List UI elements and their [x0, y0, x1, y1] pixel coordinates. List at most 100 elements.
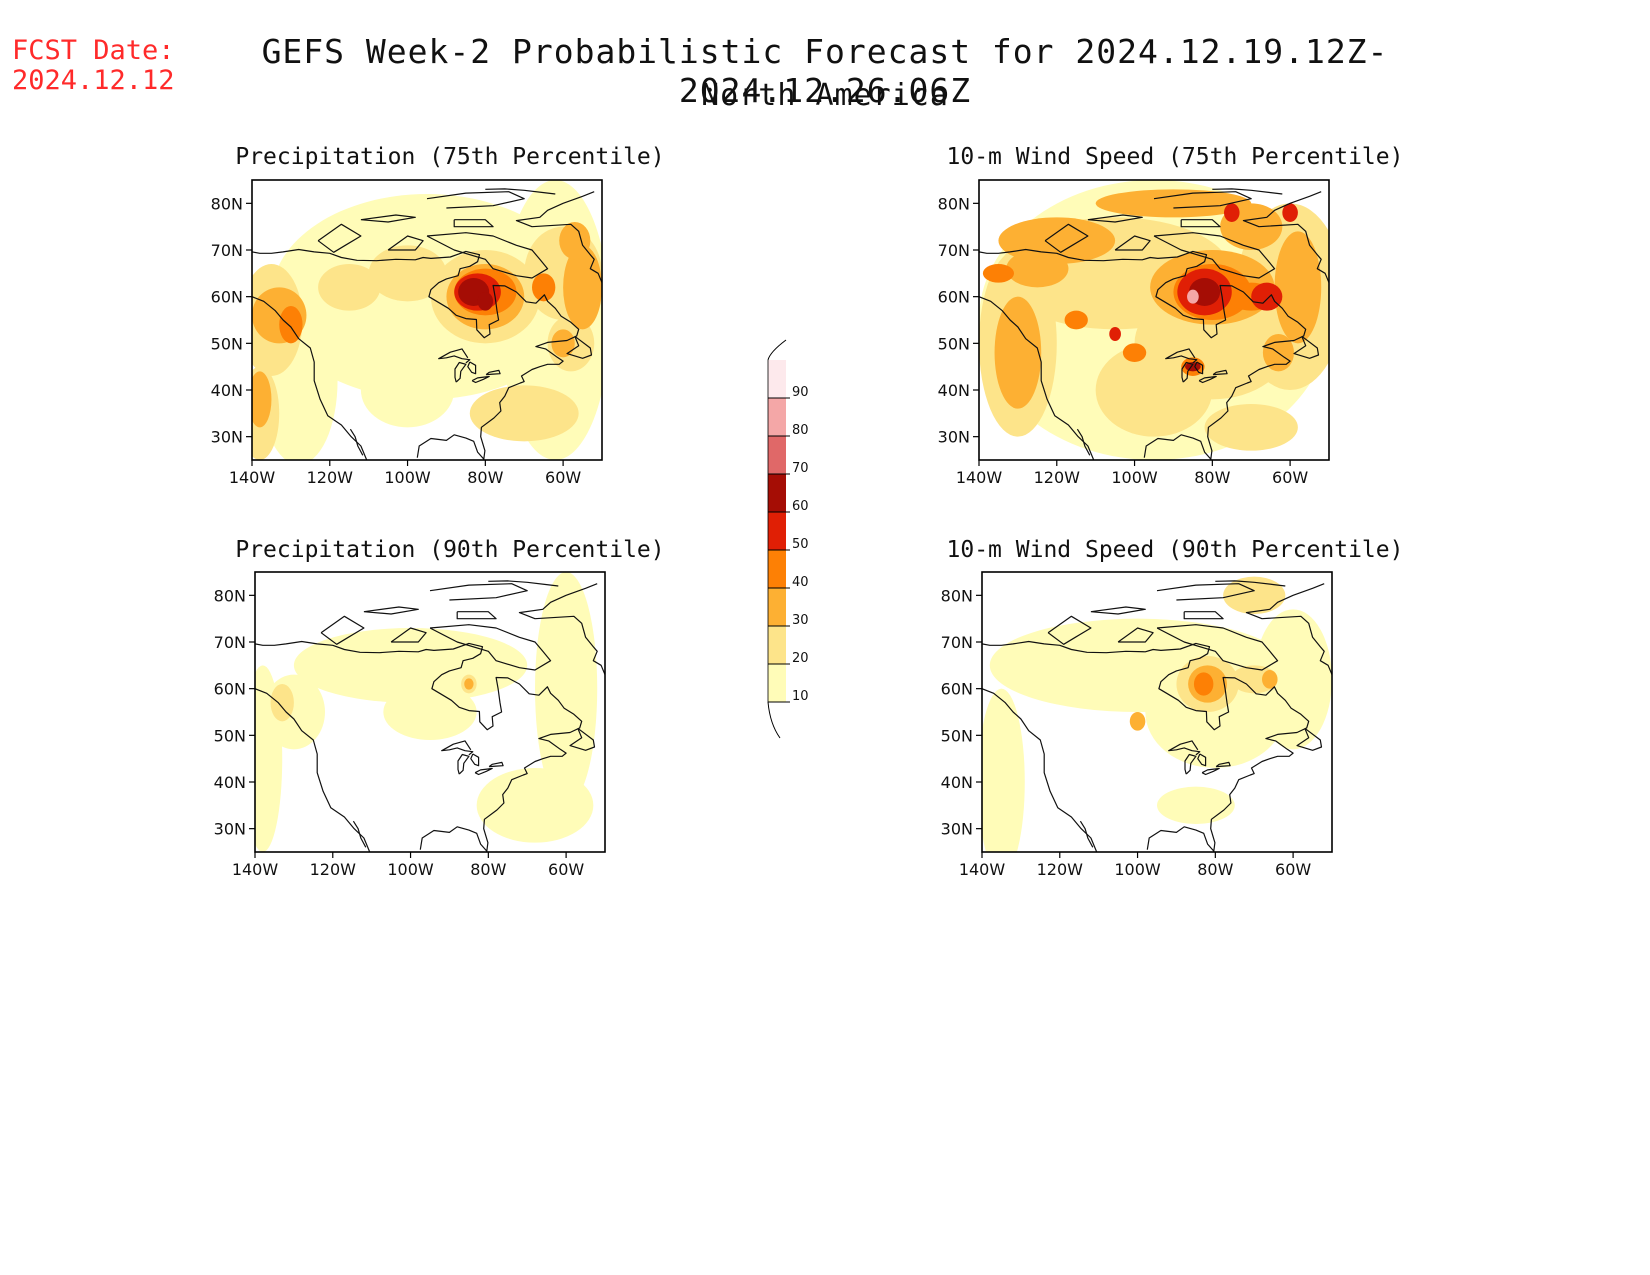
lat-tick-label: 80N	[211, 194, 243, 213]
probability-contour	[252, 371, 272, 428]
coastline	[360, 214, 416, 223]
coastline	[1156, 624, 1279, 671]
coastline	[363, 606, 419, 615]
coastline	[1076, 428, 1091, 456]
figure-title: GEFS Week-2 Probabilistic Forecast for 2…	[261, 32, 1389, 110]
coastline	[1296, 727, 1323, 751]
coastline	[456, 611, 497, 620]
probability-contour	[469, 385, 579, 442]
map-frame	[251, 179, 603, 461]
coastline	[488, 761, 504, 768]
probability-contour	[318, 264, 381, 311]
coastline	[252, 296, 368, 460]
panel-title-precip75: Precipitation (75th Percentile)	[235, 144, 665, 170]
coastline	[1047, 615, 1092, 645]
probability-contour	[1254, 609, 1332, 750]
probability-contour	[477, 292, 494, 311]
colorbar-label: 30	[792, 613, 809, 628]
coastline	[453, 219, 494, 228]
coastline	[1180, 219, 1221, 228]
probability-contour	[1204, 404, 1298, 451]
lat-tick-label: 30N	[938, 428, 970, 447]
lat-tick-label: 60N	[214, 680, 246, 699]
lat-tick-label: 70N	[214, 633, 246, 652]
coastline	[255, 640, 583, 852]
coastline	[1156, 583, 1255, 601]
coastline	[1183, 611, 1224, 620]
colorbar-label: 80	[792, 423, 809, 438]
coastline	[1212, 188, 1283, 195]
coastline	[569, 727, 596, 751]
lon-tick-label: 140W	[959, 860, 1006, 879]
lat-tick-label: 40N	[214, 773, 246, 792]
coastline	[488, 580, 559, 587]
lat-tick-label: 60N	[938, 288, 970, 307]
coastline	[320, 615, 365, 645]
lat-tick-label: 30N	[941, 820, 973, 839]
coastline	[441, 740, 474, 756]
coastline	[429, 583, 528, 601]
colorbar-swatch	[768, 398, 786, 436]
coastline	[471, 375, 490, 384]
probability-contour	[1223, 576, 1286, 614]
probability-contour	[532, 273, 556, 302]
probability-contour	[368, 245, 447, 302]
lon-tick-label: 60W	[548, 860, 584, 879]
coastline	[474, 767, 493, 776]
coastline	[467, 361, 477, 375]
probability-contour	[476, 768, 594, 843]
coastline	[1090, 606, 1146, 615]
coastline	[470, 753, 480, 767]
lat-tick-label: 80N	[941, 586, 973, 605]
probability-contour	[1064, 310, 1088, 330]
coastline	[438, 348, 471, 364]
forecast-date-block: FCST Date: 2024.12.12	[12, 36, 175, 96]
lon-tick-label: 100W	[1111, 468, 1158, 487]
coastline	[1165, 348, 1198, 364]
coastline	[979, 296, 1095, 460]
probability-contour	[535, 572, 598, 806]
lat-tick-label: 30N	[211, 428, 243, 447]
coastline	[566, 335, 593, 359]
lat-tick-label: 50N	[211, 334, 243, 353]
colorbar-cap-bottom	[767, 701, 781, 739]
lon-tick-label: 60W	[1275, 860, 1311, 879]
lat-tick-label: 40N	[211, 381, 243, 400]
colorbar-label: 40	[792, 575, 809, 590]
coastline	[1194, 361, 1204, 375]
coastline	[1242, 191, 1329, 283]
lon-tick-label: 140W	[232, 860, 279, 879]
lat-tick-label: 60N	[211, 288, 243, 307]
coastline	[1197, 753, 1207, 767]
coastline	[485, 188, 556, 195]
panel-title-precip90: Precipitation (90th Percentile)	[235, 537, 665, 563]
lon-tick-label: 80W	[467, 468, 503, 487]
coastline	[1044, 223, 1089, 253]
coastline	[1184, 753, 1197, 775]
probability-contour	[1122, 343, 1147, 362]
colorbar-swatch	[768, 512, 786, 550]
lon-tick-label: 100W	[384, 468, 431, 487]
lat-tick-label: 70N	[211, 241, 243, 260]
lat-tick-label: 50N	[214, 726, 246, 745]
probability-contour	[1157, 786, 1235, 824]
coastline	[1153, 191, 1252, 209]
colorbar-swatch	[768, 626, 786, 664]
probability-contour	[360, 352, 455, 428]
coastline	[982, 688, 1098, 852]
coastline	[1168, 740, 1201, 756]
colorbar-label: 60	[792, 499, 809, 514]
lat-tick-label: 40N	[941, 773, 973, 792]
lon-tick-label: 80W	[1194, 468, 1230, 487]
probability-contour	[1274, 231, 1322, 344]
probability-contour	[1109, 327, 1121, 341]
colorbar-swatch	[768, 664, 786, 702]
coastline	[454, 361, 467, 383]
map-frame	[978, 179, 1330, 461]
panel-title-wind90: 10-m Wind Speed (90th Percentile)	[946, 537, 1404, 563]
probability-contour	[1187, 289, 1199, 304]
probability-contour	[1262, 670, 1278, 689]
coastline	[429, 624, 552, 671]
lon-tick-label: 80W	[1197, 860, 1233, 879]
coastline	[1215, 761, 1231, 768]
